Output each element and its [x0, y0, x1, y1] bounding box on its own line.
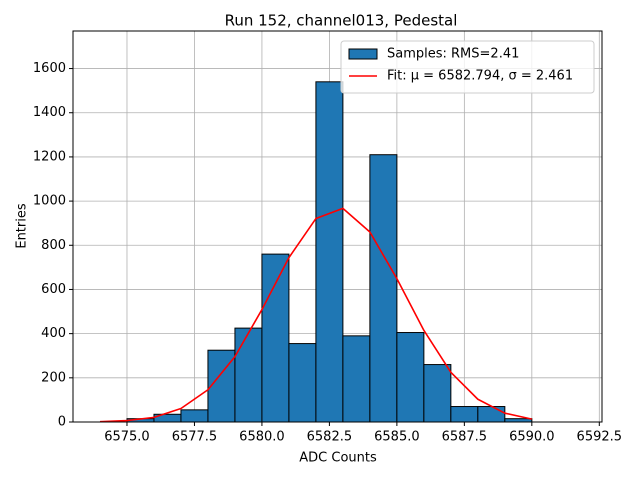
histogram-bar	[180, 409, 209, 423]
histogram-bar	[423, 364, 452, 423]
x-tick-label: 6575.0	[104, 430, 150, 445]
histogram-bar	[261, 253, 290, 423]
legend-label: Fit: μ = 6582.794, σ = 2.461	[387, 69, 573, 84]
y-tick-label: 400	[41, 326, 66, 341]
x-tick-label: 6582.5	[307, 430, 353, 445]
x-tick-label: 6585.0	[374, 430, 420, 445]
histogram-bar	[342, 335, 371, 423]
y-axis-label: Entries	[15, 203, 30, 249]
y-tick-label: 1200	[33, 149, 66, 164]
legend-swatch	[348, 48, 378, 60]
y-tick-label: 200	[41, 370, 66, 385]
x-tick-label: 6590.0	[509, 430, 555, 445]
x-tick-label: 6580.0	[239, 430, 285, 445]
fit-line	[99, 207, 532, 423]
histogram-bar	[396, 332, 425, 423]
x-tick-label: 6592.5	[577, 430, 623, 445]
y-tick-label: 1400	[33, 105, 66, 120]
histogram-bar	[477, 406, 506, 423]
histogram-bar	[315, 81, 344, 423]
chart-title: Run 152, channel013, Pedestal	[225, 12, 458, 30]
x-axis-label: ADC Counts	[299, 451, 377, 466]
legend-box	[340, 40, 595, 94]
x-tick-label: 6577.5	[172, 430, 218, 445]
y-tick-label: 1600	[33, 61, 66, 76]
y-tick-label: 1000	[33, 194, 66, 209]
y-tick-label: 800	[41, 238, 66, 253]
histogram-bar	[369, 154, 398, 423]
y-tick-label: 0	[58, 415, 66, 430]
x-tick-label: 6587.5	[442, 430, 488, 445]
legend-label: Samples: RMS=2.41	[387, 47, 519, 62]
legend: Samples: RMS=2.41 Fit: μ = 6582.794, σ = …	[340, 40, 595, 94]
histogram-bar	[288, 343, 317, 423]
y-tick-label: 600	[41, 282, 66, 297]
axes-frame	[72, 30, 603, 423]
histogram-bar	[234, 327, 263, 423]
histogram-bar	[450, 406, 479, 423]
